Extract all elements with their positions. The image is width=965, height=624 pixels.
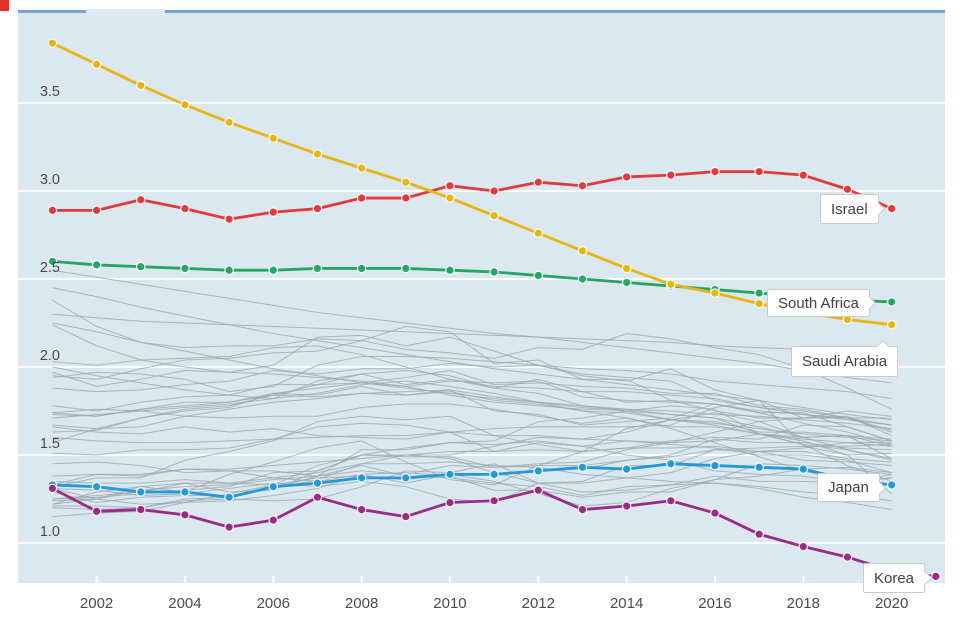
svg-text:2002: 2002 <box>80 595 113 612</box>
callout-saudi-arabia-label: Saudi Arabia <box>802 353 888 370</box>
svg-text:3.5: 3.5 <box>40 84 60 100</box>
svg-text:2008: 2008 <box>345 595 378 612</box>
callout-israel[interactable]: Israel <box>820 194 886 224</box>
callout-japan[interactable]: Japan <box>817 473 887 502</box>
callout-korea-label: Korea <box>874 569 915 587</box>
callout-south-africa[interactable]: South Africa <box>767 289 877 317</box>
svg-text:2.0: 2.0 <box>40 348 60 364</box>
background-country-lines <box>52 269 892 518</box>
red-corner-mark <box>0 0 9 11</box>
svg-text:2018: 2018 <box>787 595 820 612</box>
callout-japan-label: Japan <box>828 479 869 496</box>
svg-text:3.0: 3.0 <box>40 172 60 188</box>
y-axis-tick-labels: 3.5 3.0 2.5 2.0 1.5 1.0 <box>40 84 60 540</box>
chart-top-tab <box>86 9 165 18</box>
svg-text:2014: 2014 <box>610 595 643 612</box>
x-axis-tick-labels: 2002 2004 2006 2008 2010 2012 2014 2016 2018 2020 <box>80 595 908 612</box>
svg-text:2004: 2004 <box>168 595 201 612</box>
callout-israel-label: Israel <box>831 200 868 218</box>
svg-text:2010: 2010 <box>433 595 466 612</box>
svg-text:2012: 2012 <box>522 595 555 612</box>
svg-text:2.5: 2.5 <box>40 260 60 276</box>
callout-south-africa-label: South Africa <box>778 294 859 312</box>
svg-text:2020: 2020 <box>875 595 908 612</box>
svg-text:2016: 2016 <box>698 595 731 612</box>
svg-text:2006: 2006 <box>257 595 290 612</box>
svg-text:1.5: 1.5 <box>40 436 60 452</box>
callout-saudi-arabia[interactable]: Saudi Arabia <box>791 339 899 377</box>
callout-korea[interactable]: Korea <box>863 563 932 593</box>
svg-text:1.0: 1.0 <box>40 524 60 540</box>
